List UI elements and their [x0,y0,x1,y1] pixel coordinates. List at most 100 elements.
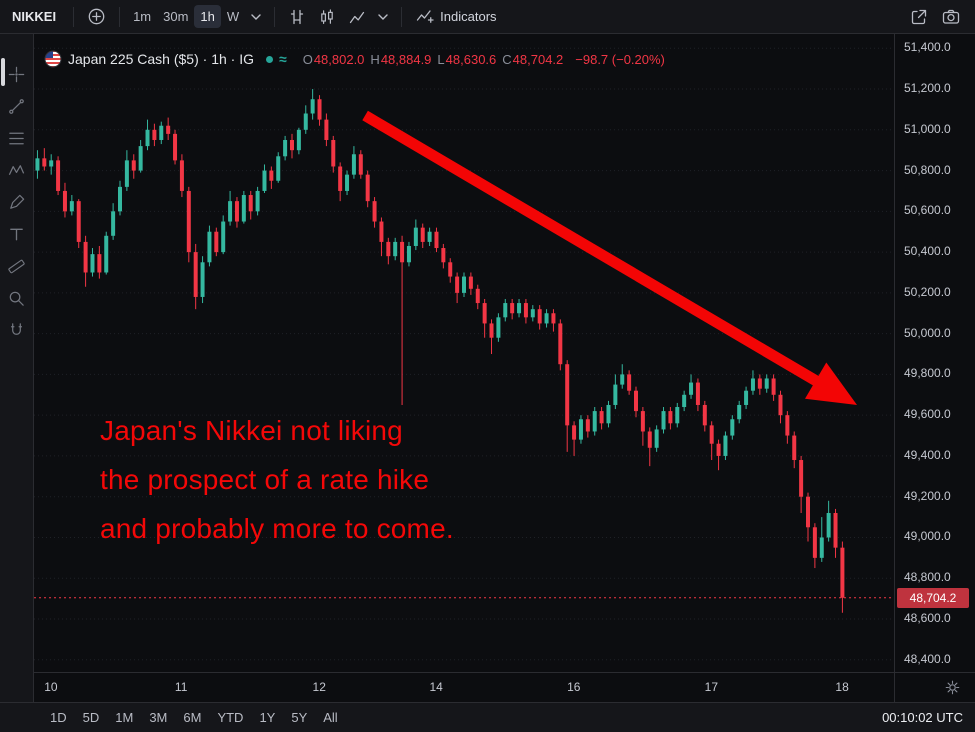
compare-add-button[interactable] [81,3,112,30]
area-style-button[interactable] [342,4,372,30]
indicators-icon [417,10,434,23]
area-chart-icon [350,11,365,23]
chart-column: Japan 225 Cash ($5) · 1h · IG ≈ O 48,802.… [34,34,894,702]
price-tick-label: 51,400.0 [904,40,951,55]
style-menu-button[interactable] [372,10,394,24]
timeframe-1h[interactable]: 1h [194,5,221,28]
share-export-icon [911,9,927,24]
range-5D[interactable]: 5D [75,707,108,728]
price-tick-label: 49,600.0 [904,407,951,422]
indicators-label: Indicators [440,9,497,24]
timeframe-W[interactable]: W [221,5,245,28]
range-6M[interactable]: 6M [175,707,209,728]
annotation-line: and probably more to come. [100,513,454,544]
plus-circle-icon [88,8,105,25]
toolbar-scroll-handle[interactable] [1,58,5,86]
trend-line-icon[interactable] [3,92,31,120]
fib-retracement-icon[interactable] [3,124,31,152]
range-1M[interactable]: 1M [107,707,141,728]
symbol-name[interactable]: NIKKEI [12,9,57,24]
price-tick-label: 50,000.0 [904,325,951,340]
text-icon[interactable] [3,220,31,248]
timeframe-group: 1m 30m 1h W [127,5,245,28]
bars-style-button[interactable] [282,4,312,30]
price-tick-label: 50,400.0 [904,244,951,259]
zoom-icon[interactable] [3,284,31,312]
time-axis[interactable]: 10 11 12 14 16 17 18 [34,672,894,702]
chart-plot-area[interactable]: Japan 225 Cash ($5) · 1h · IG ≈ O 48,802.… [34,34,894,672]
timeframe-30m[interactable]: 30m [157,5,194,28]
range-YTD[interactable]: YTD [209,707,251,728]
timeframe-menu-button[interactable] [245,10,267,24]
drawing-toolbar [0,34,34,702]
legend-ohlc-values: O 48,802.0 H 48,884.9 L 48,630.6 C 48,704.2 [297,52,564,67]
legend-c-value: 48,704.2 [512,51,564,67]
toolbar-divider [119,6,121,27]
price-tick-label: 48,400.0 [904,651,951,666]
price-tick-label: 51,200.0 [904,81,951,96]
candles-style-button[interactable] [312,4,342,30]
annotation-text: Japan's Nikkei not liking the prospect of… [100,406,454,553]
indicators-button[interactable]: Indicators [409,3,502,30]
range-1Y[interactable]: 1Y [251,707,283,728]
toolbar-divider [401,6,403,27]
range-3M[interactable]: 3M [141,707,175,728]
range-1D[interactable]: 1D [42,707,75,728]
screenshot-button[interactable] [935,3,967,31]
time-tick-label: 16 [567,680,581,694]
toolbar-divider [73,6,75,27]
time-tick-label: 17 [704,680,719,694]
brush-icon[interactable] [3,188,31,216]
candles-icon [321,8,333,24]
legend-l-label: L [437,51,445,67]
time-tick-label: 18 [835,680,849,694]
chevron-down-icon [378,13,388,20]
us-flag-icon [44,50,62,68]
price-axis[interactable]: 48,704.2 51,400.0 51,200.0 51,000.0 50,800.… [895,34,975,672]
ohlc-bars-icon [291,9,304,24]
main-area: Japan 225 Cash ($5) · 1h · IG ≈ O 48,802.… [0,34,975,702]
last-price-label: 48,704.2 [897,587,969,608]
price-tick-label: 50,800.0 [904,162,951,177]
crosshair-icon[interactable] [3,60,31,88]
price-tick-label: 49,200.0 [904,488,951,503]
time-tick-label: 12 [312,680,326,694]
gear-icon[interactable] [944,679,961,696]
legend-l-value: 48,630.6 [445,51,497,67]
price-tick-label: 48,800.0 [904,570,951,585]
range-All[interactable]: All [315,707,345,728]
candlestick-chart [34,47,894,661]
legend-h-value: 48,884.9 [380,51,432,67]
legend-o-label: O [302,51,313,67]
legend-c-label: C [502,51,512,67]
price-axis-column: 48,704.2 51,400.0 51,200.0 51,000.0 50,800.… [894,34,975,702]
time-tick-label: 10 [44,680,58,694]
price-tick-label: 49,000.0 [904,529,951,544]
clock[interactable]: 00:10:02 UTC [882,710,963,725]
price-tick-label: 49,800.0 [904,366,951,381]
delayed-data-icon: ≈ [279,51,287,67]
price-tick-label: 50,200.0 [904,284,951,299]
camera-icon [942,9,960,24]
ruler-icon[interactable] [3,252,31,280]
publish-button[interactable] [903,3,935,31]
annotation-arrow [362,110,823,388]
magnet-icon[interactable] [3,316,31,344]
annotation-line: Japan's Nikkei not liking [100,415,403,446]
annotation-arrowhead [805,362,858,405]
time-tick-label: 14 [429,680,443,694]
timeframe-1m[interactable]: 1m [127,5,157,28]
price-tick-label: 49,400.0 [904,447,951,462]
bottom-toolbar: 1D 5D 1M 3M 6M YTD 1Y 5Y All 00:10:02 UTC [0,702,975,732]
toolbar-divider [274,6,276,27]
legend-h-label: H [370,51,380,67]
price-tick-label: 48,600.0 [904,611,951,625]
price-tick-label: 50,600.0 [904,203,951,218]
chart-legend[interactable]: Japan 225 Cash ($5) · 1h · IG ≈ O 48,802.… [44,50,665,68]
pattern-icon[interactable] [3,156,31,184]
range-5Y[interactable]: 5Y [283,707,315,728]
date-range-group: 1D 5D 1M 3M 6M YTD 1Y 5Y All [42,707,346,728]
legend-title[interactable]: Japan 225 Cash ($5) · 1h · IG [68,51,254,67]
market-status-dot-icon [266,55,273,63]
